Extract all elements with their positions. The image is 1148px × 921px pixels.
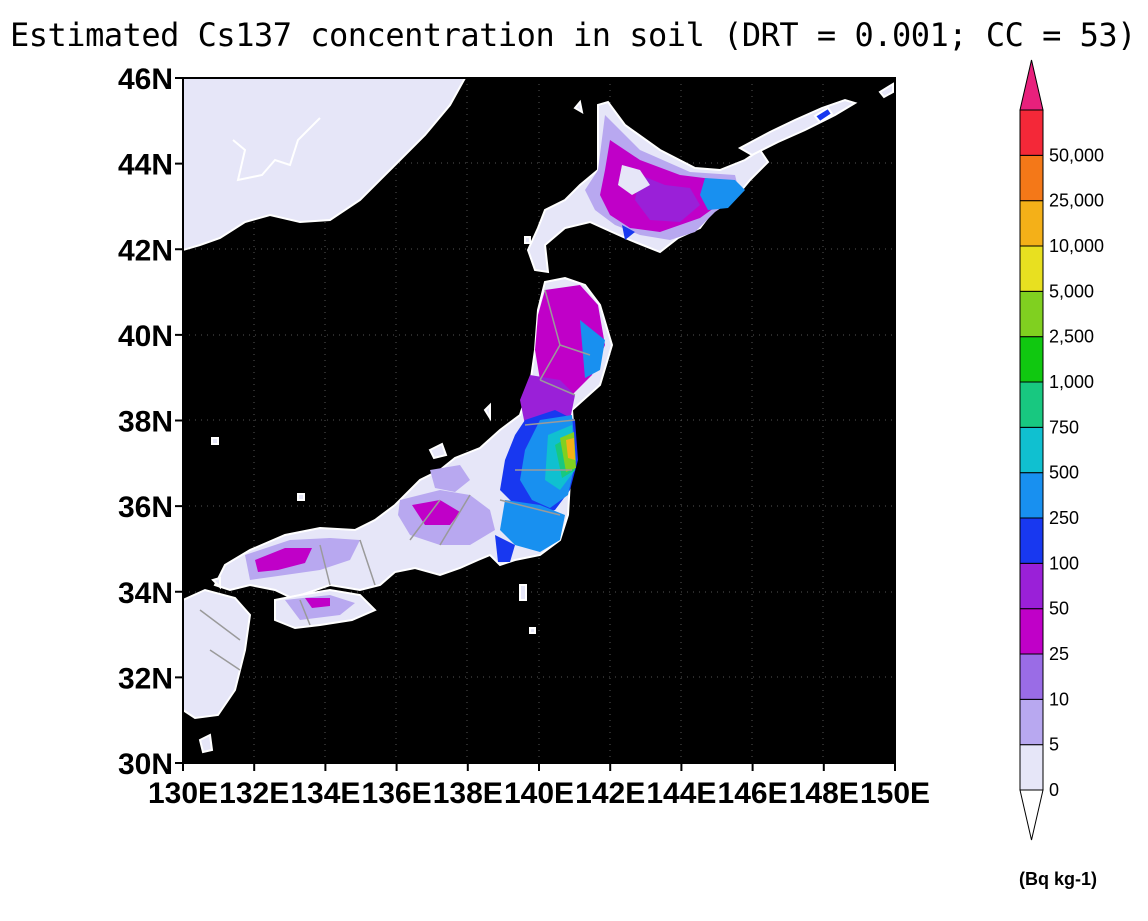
lon-tick-label: 150E bbox=[860, 777, 930, 810]
lat-tick-label: 44N bbox=[118, 149, 173, 182]
lon-tick-label: 138E bbox=[433, 777, 503, 810]
colorbar-swatch bbox=[1019, 653, 1044, 700]
colorbar: 0 5 10 25 50 100 250 500 750 1,000 2,500 5,000 10,00… bbox=[1019, 59, 1104, 841]
colorbar-label: 25 bbox=[1049, 644, 1069, 664]
colorbar-swatch bbox=[1019, 381, 1044, 428]
lon-tick-label: 136E bbox=[362, 777, 432, 810]
colorbar-label: 750 bbox=[1049, 417, 1079, 437]
colorbar-swatch bbox=[1019, 698, 1044, 746]
kuril-islands bbox=[573, 82, 894, 157]
longitude-axis: 130E 132E 134E 136E 138E 140E 142E 144E 146E 148E… bbox=[148, 763, 930, 810]
mainland-landmass bbox=[183, 78, 467, 252]
colorbar-swatch bbox=[1019, 109, 1044, 156]
border-line bbox=[232, 117, 321, 182]
lon-tick-label: 144E bbox=[646, 777, 716, 810]
colorbar-label: 25,000 bbox=[1049, 191, 1104, 211]
honshu bbox=[183, 276, 614, 754]
latitude-axis: 30N 32N 34N 36N 38N 40N 42N 44N 46N bbox=[118, 63, 183, 781]
colorbar-swatch bbox=[1019, 517, 1044, 564]
colorbar-label: 0 bbox=[1049, 780, 1059, 800]
lon-tick-label: 146E bbox=[718, 777, 788, 810]
lat-tick-label: 42N bbox=[118, 234, 173, 267]
lon-tick-label: 132E bbox=[219, 777, 289, 810]
colorbar-swatch bbox=[1019, 245, 1044, 292]
lon-tick-label: 148E bbox=[789, 777, 859, 810]
colorbar-label: 1,000 bbox=[1049, 372, 1094, 392]
colorbar-min-arrow bbox=[1019, 789, 1044, 841]
lat-tick-label: 40N bbox=[118, 320, 173, 353]
colorbar-swatch bbox=[1019, 744, 1044, 791]
colorbar-swatch bbox=[1019, 562, 1044, 610]
lon-tick-label: 140E bbox=[504, 777, 574, 810]
lat-tick-label: 34N bbox=[118, 577, 173, 610]
colorbar-swatch bbox=[1019, 154, 1044, 202]
lat-tick-label: 38N bbox=[118, 406, 173, 439]
colorbar-swatch bbox=[1019, 200, 1044, 247]
colorbar-label: 10,000 bbox=[1049, 236, 1104, 256]
colorbar-label: 5,000 bbox=[1049, 281, 1094, 301]
colorbar-swatch bbox=[1019, 608, 1044, 655]
lat-tick-label: 30N bbox=[118, 748, 173, 781]
colorbar-label: 2,500 bbox=[1049, 327, 1094, 347]
lat-tick-label: 46N bbox=[118, 63, 173, 96]
lon-tick-label: 142E bbox=[575, 777, 645, 810]
colorbar-label: 100 bbox=[1049, 553, 1079, 573]
colorbar-label: 50,000 bbox=[1049, 145, 1104, 165]
map-panel bbox=[183, 78, 895, 763]
colorbar-swatch bbox=[1019, 426, 1044, 474]
colorbar-max-arrow bbox=[1019, 59, 1044, 111]
colorbar-label: 50 bbox=[1049, 599, 1069, 619]
lat-tick-label: 36N bbox=[118, 491, 173, 524]
colorbar-label: 10 bbox=[1049, 689, 1069, 709]
colorbar-label: 5 bbox=[1049, 735, 1059, 755]
map-title: Estimated Cs137 concentration in soil (D… bbox=[10, 16, 1136, 54]
colorbar-swatch bbox=[1019, 472, 1044, 519]
colorbar-swatch bbox=[1019, 336, 1044, 383]
colorbar-label: 250 bbox=[1049, 508, 1079, 528]
small-islands bbox=[211, 236, 536, 634]
lat-tick-label: 32N bbox=[118, 662, 173, 695]
colorbar-units: (Bq kg-1) bbox=[1019, 869, 1097, 889]
lon-tick-label: 130E bbox=[148, 777, 218, 810]
hokkaido bbox=[526, 100, 770, 274]
colorbar-label: 500 bbox=[1049, 463, 1079, 483]
colorbar-swatch bbox=[1019, 290, 1044, 338]
lon-tick-label: 134E bbox=[290, 777, 360, 810]
